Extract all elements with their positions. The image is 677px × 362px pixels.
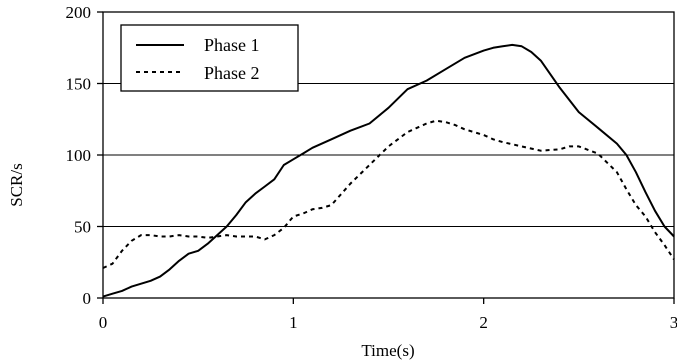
series-layer — [102, 43, 675, 298]
x-tick-label-3: 3 — [670, 313, 677, 332]
x-axis-label: Time(s) — [361, 341, 414, 360]
x-tick-label-1: 1 — [289, 313, 298, 332]
legend-label-phase-2: Phase 2 — [204, 63, 260, 83]
series-line-phase-1 — [102, 43, 675, 298]
y-tick-label-200: 200 — [66, 3, 92, 22]
y-axis-label: SCR/s — [7, 163, 26, 206]
y-tick-label-100: 100 — [66, 146, 92, 165]
axes: 0 50 100 150 200 0 1 2 3 — [66, 3, 677, 332]
y-tick-label-150: 150 — [66, 75, 92, 94]
x-tick-label-0: 0 — [99, 313, 108, 332]
legend: Phase 1 Phase 2 — [120, 24, 299, 92]
legend-label-phase-1: Phase 1 — [204, 35, 260, 55]
grid-lines — [103, 83, 674, 227]
y-tick-label-0: 0 — [83, 289, 92, 308]
y-tick-label-50: 50 — [74, 218, 91, 237]
series-line-phase-2 — [102, 119, 675, 269]
x-tick-label-2: 2 — [479, 313, 488, 332]
legend-box — [120, 24, 299, 92]
